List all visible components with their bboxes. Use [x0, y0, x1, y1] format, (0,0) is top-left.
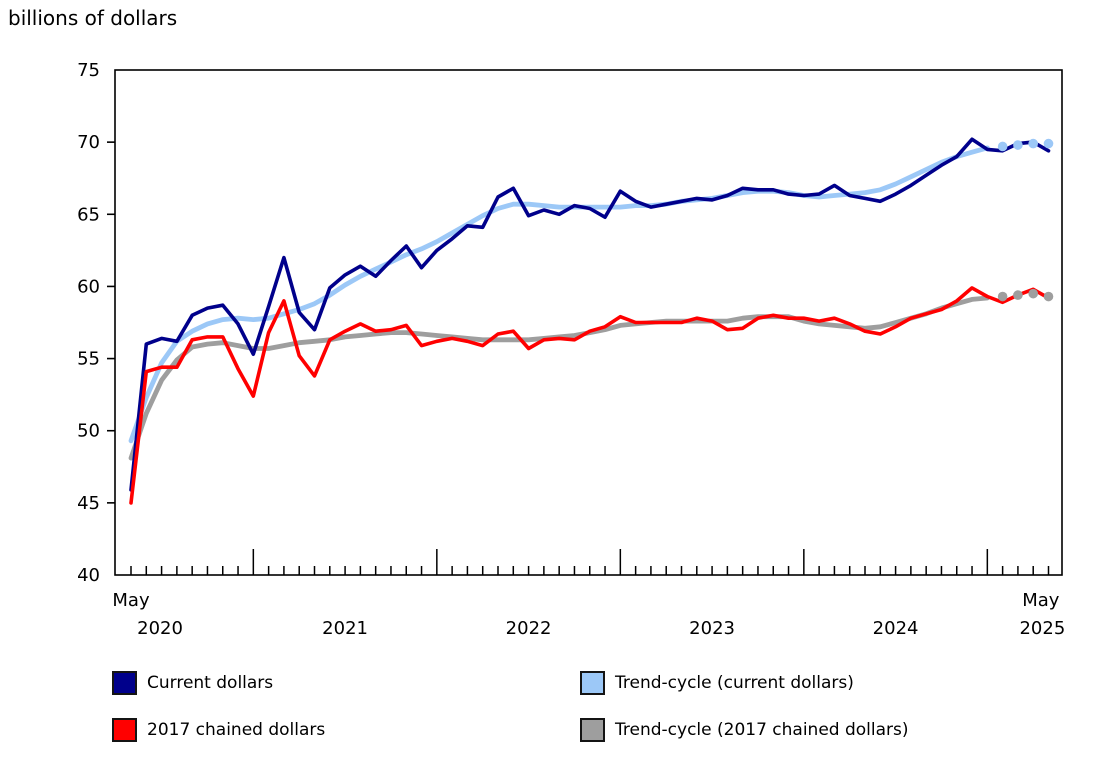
- legend-item-2017-chained-dollars: 2017 chained dollars: [112, 718, 325, 742]
- dot-trend-cycle-2017-chained-dollars: [1028, 288, 1039, 299]
- y-axis-tick-label: 60: [77, 276, 100, 297]
- dot-trend-cycle-2017-chained-dollars: [1013, 290, 1023, 300]
- legend-item-current-dollars: Current dollars: [112, 671, 273, 695]
- dot-trend-cycle-current-dollars: [1028, 138, 1039, 149]
- legend-label-2017-chained-dollars: 2017 chained dollars: [147, 720, 326, 740]
- dot-trend-cycle-current-dollars: [1013, 140, 1023, 150]
- y-axis-tick-label: 50: [77, 421, 100, 442]
- legend-label-current-dollars: Current dollars: [147, 673, 274, 693]
- x-axis-label-2024: 2024: [873, 618, 919, 639]
- dot-trend-cycle-2017-chained-dollars: [1043, 291, 1054, 302]
- plot-border: [114, 69, 1063, 576]
- line-2017-chained-dollars: [129, 286, 1051, 505]
- x-axis-label-2023: 2023: [689, 618, 735, 639]
- legend-swatch-trend-cycle-chained: [580, 718, 605, 742]
- x-axis-label-2020: 2020: [137, 618, 183, 639]
- dot-trend-cycle-2017-chained-dollars: [997, 291, 1008, 302]
- y-axis-tick-label: 70: [77, 132, 100, 153]
- x-axis-label-may: May: [1022, 590, 1060, 611]
- dot-trend-cycle-current-dollars: [997, 141, 1008, 152]
- legend-item-trend-cycle-chained: Trend-cycle (2017 chained dollars): [580, 718, 909, 742]
- dot-trend-cycle-current-dollars: [1043, 138, 1054, 149]
- legend-swatch-trend-cycle-current: [580, 671, 605, 695]
- legend-label-trend-cycle-current: Trend-cycle (current dollars): [615, 673, 854, 693]
- y-axis-tick-label: 65: [77, 204, 100, 225]
- x-axis-label-2022: 2022: [506, 618, 552, 639]
- y-axis-tick-label: 75: [77, 60, 100, 81]
- x-axis-label-2025: 2025: [1019, 618, 1065, 639]
- line-trend-cycle-current-dollars: [128, 145, 990, 444]
- y-axis-tick-label: 45: [77, 493, 100, 514]
- legend-label-trend-cycle-chained: Trend-cycle (2017 chained dollars): [615, 720, 909, 740]
- legend-swatch-current-dollars: [112, 671, 137, 695]
- chart-title: billions of dollars: [8, 6, 178, 30]
- y-axis-tick-label: 55: [77, 349, 100, 370]
- legend-item-trend-cycle-current: Trend-cycle (current dollars): [580, 671, 854, 695]
- x-axis-label-2021: 2021: [322, 618, 368, 639]
- legend-swatch-2017-chained-dollars: [112, 718, 137, 742]
- y-axis-tick-label: 40: [77, 565, 100, 586]
- x-axis-label-may: May: [112, 590, 150, 611]
- line-current-dollars: [129, 137, 1051, 492]
